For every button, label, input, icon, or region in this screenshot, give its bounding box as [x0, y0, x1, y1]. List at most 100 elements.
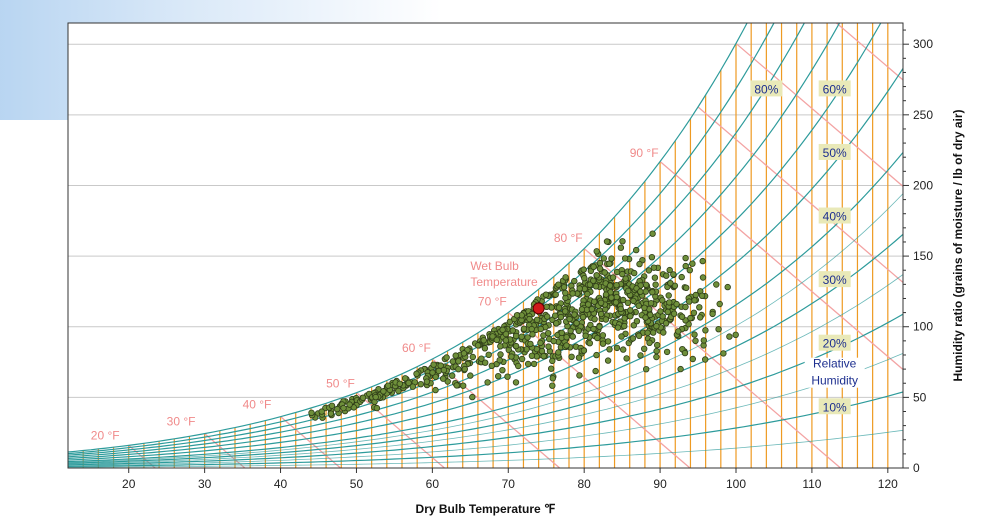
- data-point-370: [646, 339, 653, 346]
- data-point-171: [732, 331, 739, 338]
- data-point-835: [617, 305, 624, 313]
- data-point-420: [569, 333, 576, 340]
- data-point-607: [478, 355, 485, 362]
- data-point-400: [602, 291, 610, 298]
- rh-label-2: 50%: [823, 146, 847, 160]
- data-point-409: [677, 365, 684, 373]
- rh-label-box-6: [818, 398, 851, 415]
- data-point-847: [631, 269, 638, 277]
- data-point-505: [443, 354, 450, 361]
- data-point-367: [590, 277, 597, 284]
- data-point-739: [713, 281, 720, 288]
- data-point-768: [696, 304, 703, 311]
- data-point-809: [698, 292, 706, 299]
- wet-bulb-line-extra-95: [697, 106, 903, 284]
- data-point-843: [666, 299, 673, 306]
- data-point-196: [593, 248, 600, 255]
- wet-bulb-line-3: [356, 392, 445, 468]
- data-point-242: [567, 327, 574, 335]
- data-point-478: [613, 344, 621, 352]
- data-point-579: [540, 353, 547, 360]
- data-point-477: [528, 325, 535, 333]
- data-point-795: [692, 337, 699, 344]
- data-point-390: [579, 313, 587, 321]
- highlight-point: [532, 302, 545, 315]
- data-point-846: [612, 299, 620, 306]
- data-point-832: [647, 311, 654, 319]
- data-point-617: [495, 373, 502, 380]
- data-point-550: [590, 325, 597, 333]
- data-point-316: [571, 277, 578, 285]
- data-point-558: [480, 337, 487, 344]
- data-point-792: [591, 298, 598, 305]
- data-point-119: [604, 357, 612, 364]
- x-tick-label-80: 80: [578, 477, 592, 491]
- data-point-708: [328, 402, 336, 409]
- data-point-766: [618, 333, 625, 340]
- y-tick-label-0: 0: [913, 461, 920, 475]
- data-point-580: [515, 362, 522, 370]
- data-point-815: [659, 313, 666, 320]
- data-point-659: [395, 387, 402, 395]
- x-tick-label-70: 70: [502, 477, 516, 491]
- y-tick-label-100: 100: [913, 320, 933, 334]
- data-point-246: [620, 296, 627, 304]
- data-point-779: [621, 322, 628, 330]
- data-point-669: [402, 375, 409, 382]
- wet-bulb-label-5: 70 °F: [478, 295, 507, 309]
- data-point-486: [484, 379, 491, 386]
- data-point-480: [482, 359, 489, 366]
- data-point-823: [691, 297, 698, 304]
- data-point-290: [549, 382, 556, 389]
- data-point-491: [558, 329, 565, 337]
- data-point-163: [600, 255, 607, 262]
- data-point-644: [481, 345, 489, 352]
- x-tick-label-90: 90: [653, 477, 667, 491]
- data-point-575: [566, 315, 573, 323]
- data-point-637: [440, 375, 447, 382]
- data-point-109: [645, 267, 653, 274]
- data-point-688: [429, 369, 436, 376]
- data-point-754: [653, 347, 660, 355]
- data-point-565: [594, 334, 601, 342]
- data-point-720: [396, 380, 403, 387]
- data-point-432: [524, 360, 532, 368]
- data-point-784: [683, 284, 690, 291]
- data-point-576: [489, 333, 496, 340]
- data-point-412: [553, 320, 560, 327]
- data-point-696: [409, 383, 416, 390]
- x-tick-label-60: 60: [426, 477, 440, 491]
- data-point-342: [613, 294, 620, 301]
- data-point-592: [545, 343, 552, 350]
- data-point-458: [555, 349, 562, 356]
- data-point-359: [663, 272, 670, 279]
- data-point-185: [549, 357, 556, 365]
- data-point-286: [555, 281, 562, 288]
- data-point-664: [423, 378, 431, 385]
- data-point-781: [699, 274, 707, 281]
- rh-label-0: 80%: [754, 82, 778, 96]
- data-point-336: [575, 327, 582, 334]
- data-point-250: [665, 292, 672, 299]
- data-point-112: [586, 340, 593, 347]
- data-point-726: [334, 405, 341, 413]
- data-point-369: [602, 316, 610, 323]
- data-point-812: [641, 304, 648, 311]
- data-point-418: [578, 306, 586, 313]
- data-point-744: [606, 260, 613, 267]
- data-point-717: [372, 393, 379, 401]
- y-axis-title: Humidity ratio (grains of moisture / lb …: [951, 109, 965, 381]
- data-point-234: [552, 312, 559, 319]
- wet-bulb-title-2: Temperature: [470, 275, 538, 289]
- data-point-495: [580, 347, 588, 354]
- data-point-760: [597, 310, 605, 318]
- wet-bulb-label-0: 20 °F: [91, 429, 120, 443]
- data-point-254: [596, 259, 604, 267]
- data-point-556: [497, 351, 504, 358]
- data-point-128: [545, 330, 552, 337]
- data-point-783: [697, 314, 704, 321]
- data-point-727: [340, 404, 347, 412]
- data-point-648: [430, 361, 437, 368]
- data-point-395: [629, 335, 637, 342]
- data-point-780: [635, 332, 643, 339]
